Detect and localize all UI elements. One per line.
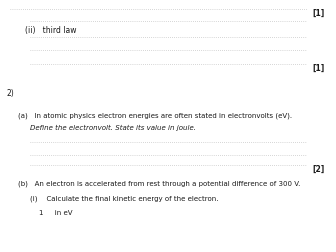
Text: 2): 2): [7, 89, 14, 99]
Text: [1]: [1]: [312, 64, 325, 73]
Text: 1     in eV: 1 in eV: [39, 210, 72, 216]
Text: (ii)   third law: (ii) third law: [25, 26, 77, 36]
Text: (b)   An electron is accelerated from rest through a potential difference of 300: (b) An electron is accelerated from rest…: [18, 180, 301, 187]
Text: (a)   In atomic physics electron energies are often stated in electronvolts (eV): (a) In atomic physics electron energies …: [18, 112, 293, 119]
Text: (i)    Calculate the final kinetic energy of the electron.: (i) Calculate the final kinetic energy o…: [30, 195, 219, 202]
Text: [1]: [1]: [312, 9, 325, 18]
Text: Define the electronvolt. State its value in joule.: Define the electronvolt. State its value…: [30, 125, 196, 131]
Text: [2]: [2]: [312, 165, 325, 174]
